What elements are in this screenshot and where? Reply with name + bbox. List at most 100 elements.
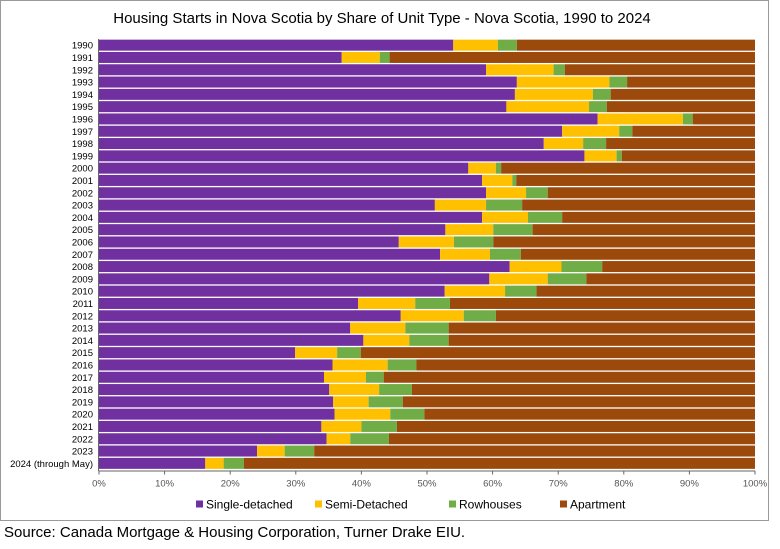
year-label-2020: 2020 [72, 410, 93, 421]
bar-single-detached-2007 [99, 248, 441, 260]
bar-semi-detached-1991 [341, 51, 380, 63]
year-label-2017: 2017 [72, 373, 93, 384]
bar-rowhouses-1994 [592, 88, 611, 100]
bar-rowhouses-1999 [616, 150, 622, 162]
bar-rowhouses-1996 [682, 113, 693, 125]
bar-apartment-2017 [383, 371, 755, 383]
bar-apartment-2000 [501, 162, 755, 174]
year-label-1992: 1992 [72, 65, 93, 76]
x-tick-label: 100% [743, 479, 768, 490]
bar-single-detached-2009 [99, 273, 490, 285]
bar-semi-detached-2023 [257, 445, 285, 457]
bar-rowhouses-2016 [387, 359, 417, 371]
legend-label-single-detached: Single-detached [206, 498, 293, 512]
bar-semi-detached-2021 [321, 420, 362, 432]
bar-single-detached-2015 [99, 347, 296, 359]
bar-apartment-2002 [547, 187, 755, 199]
year-label-2001: 2001 [72, 176, 93, 187]
year-label-2023: 2023 [72, 447, 93, 458]
year-label-1999: 1999 [72, 151, 93, 162]
x-tick-label: 10% [155, 479, 175, 490]
bar-apartment-1998 [606, 138, 755, 150]
year-label-2021: 2021 [72, 422, 93, 433]
bar-apartment-2022 [388, 433, 755, 445]
bar-semi-detached-2015 [295, 347, 338, 359]
bar-rowhouses-2014 [409, 334, 449, 346]
bar-semi-detached-2013 [350, 322, 406, 334]
bar-rowhouses-2013 [405, 322, 449, 334]
year-label-1998: 1998 [72, 139, 93, 150]
year-label-2006: 2006 [72, 237, 93, 248]
bar-single-detached-2024-through-may [99, 457, 206, 469]
year-label-1993: 1993 [72, 78, 93, 89]
bar-single-detached-2004 [99, 211, 483, 223]
x-tick-label: 0% [92, 479, 106, 490]
bar-semi-detached-1998 [543, 138, 584, 150]
bar-apartment-1993 [627, 76, 755, 88]
bars-group [99, 39, 756, 469]
bar-semi-detached-2005 [445, 224, 494, 236]
bar-semi-detached-1997 [562, 125, 620, 137]
bar-rowhouses-1990 [497, 39, 517, 51]
bar-semi-detached-2002 [486, 187, 527, 199]
bar-semi-detached-1993 [516, 76, 610, 88]
bar-apartment-2010 [536, 285, 755, 297]
year-label-1996: 1996 [72, 114, 93, 125]
bar-single-detached-1991 [99, 51, 342, 63]
bar-apartment-2015 [360, 347, 755, 359]
bar-rowhouses-1993 [609, 76, 628, 88]
year-label-2015: 2015 [72, 348, 93, 359]
year-label-2019: 2019 [72, 397, 93, 408]
bar-single-detached-1990 [99, 39, 454, 51]
x-axis: 0% 10% 20% 30% 40% 50% 60% 70% 80% 90% 100% [92, 39, 768, 490]
bar-single-detached-1998 [99, 138, 544, 150]
bar-apartment-2007 [520, 248, 755, 260]
bar-apartment-2009 [586, 273, 755, 285]
chart-title: Housing Starts in Nova Scotia by Share o… [113, 10, 651, 27]
year-label-2024-through-may: 2024 (through May) [10, 459, 93, 470]
bar-rowhouses-2019 [368, 396, 403, 408]
bar-single-detached-1999 [99, 150, 585, 162]
bar-single-detached-2005 [99, 224, 446, 236]
bar-apartment-2012 [495, 310, 755, 322]
bar-single-detached-2001 [99, 174, 483, 186]
bar-rowhouses-2005 [493, 224, 533, 236]
bar-rowhouses-2015 [337, 347, 361, 359]
bar-rowhouses-2007 [489, 248, 521, 260]
year-label-2012: 2012 [72, 311, 93, 322]
year-label-2011: 2011 [73, 299, 93, 310]
bar-semi-detached-2008 [509, 261, 562, 273]
bar-apartment-1996 [692, 113, 755, 125]
bar-semi-detached-2018 [329, 384, 380, 396]
bar-rowhouses-2003 [486, 199, 523, 211]
bar-semi-detached-2016 [332, 359, 388, 371]
bar-rowhouses-2002 [526, 187, 548, 199]
year-label-2007: 2007 [72, 250, 93, 261]
bar-single-detached-2008 [99, 261, 510, 273]
source-note: Source: Canada Mortgage & Housing Corpor… [4, 524, 466, 541]
bar-apartment-2016 [416, 359, 755, 371]
bar-semi-detached-2019 [333, 396, 369, 408]
bar-semi-detached-2007 [440, 248, 490, 260]
legend-swatch-apartment [560, 500, 567, 508]
year-label-2014: 2014 [72, 336, 93, 347]
year-label-2008: 2008 [72, 262, 93, 273]
legend-label-semi-detached: Semi-Detached [325, 498, 408, 512]
bar-semi-detached-1990 [453, 39, 498, 51]
bar-single-detached-2010 [99, 285, 445, 297]
bar-apartment-2011 [449, 297, 755, 309]
bar-apartment-1994 [610, 88, 755, 100]
bar-rowhouses-2021 [361, 420, 397, 432]
year-label-1991: 1991 [72, 53, 93, 64]
x-tick-label: 70% [549, 479, 569, 490]
bar-semi-detached-2003 [434, 199, 487, 211]
x-tick-label: 20% [221, 479, 241, 490]
bar-rowhouses-2023 [284, 445, 315, 457]
bar-apartment-1990 [516, 39, 755, 51]
bar-apartment-2001 [516, 174, 755, 186]
bar-rowhouses-1997 [619, 125, 633, 137]
bar-rowhouses-1998 [583, 138, 607, 150]
year-label-2018: 2018 [72, 385, 93, 396]
bar-semi-detached-2011 [358, 297, 416, 309]
